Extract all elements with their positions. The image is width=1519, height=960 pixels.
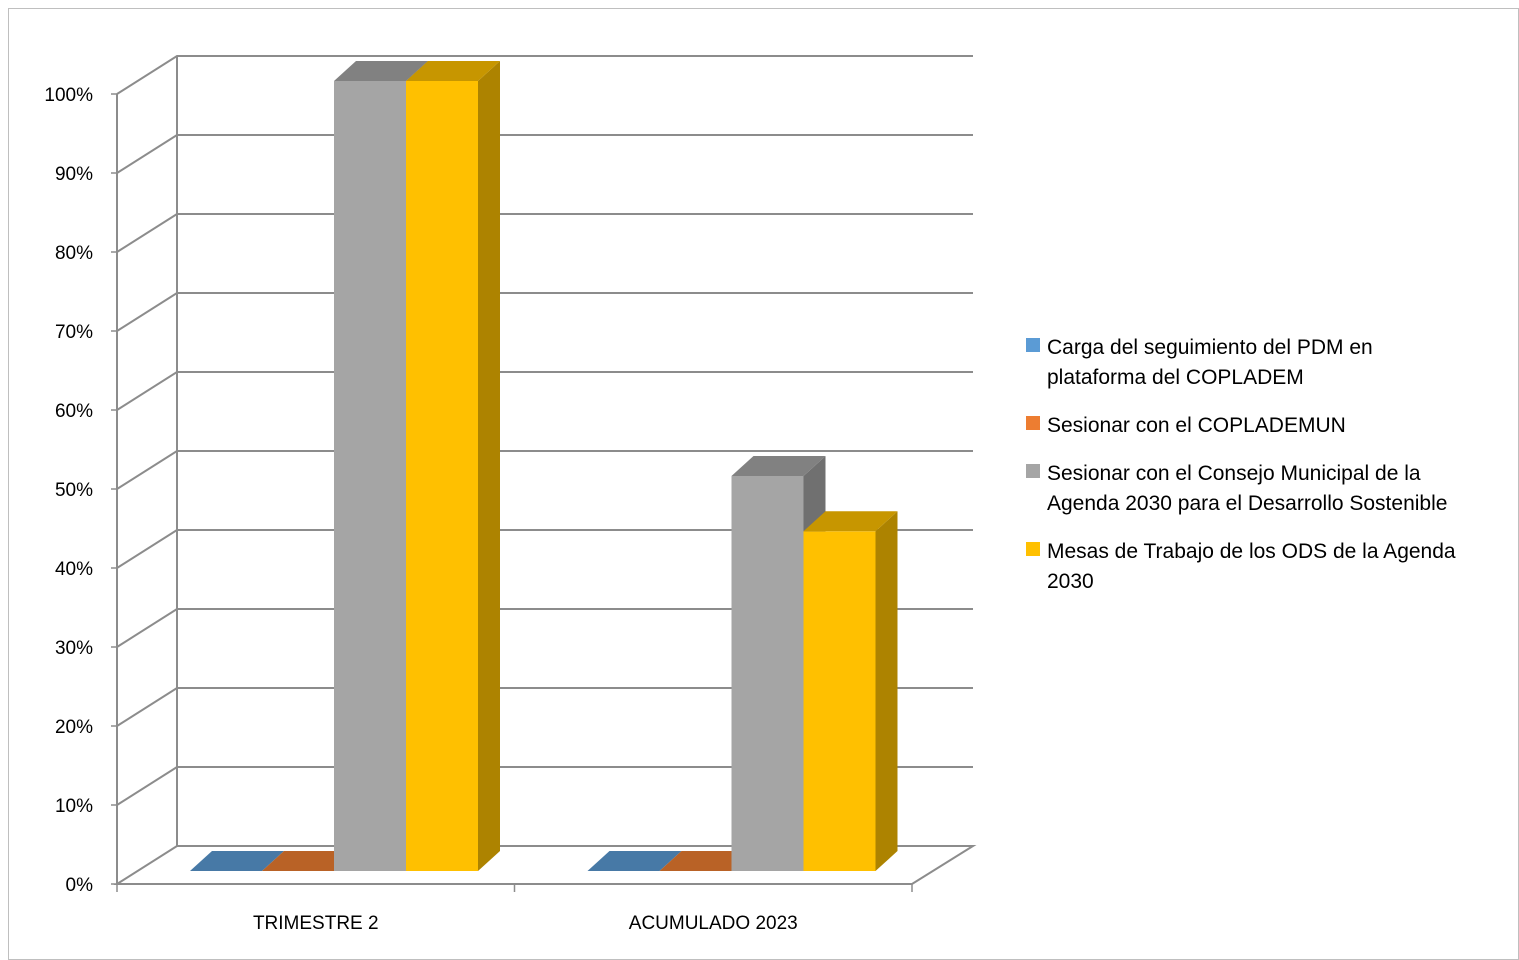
bar-top [587, 851, 682, 871]
legend-label: Carga del seguimiento del PDM en [1047, 336, 1373, 359]
gridline [116, 529, 973, 569]
bar-top [406, 61, 500, 81]
legend-label: Sesionar con el COPLADEMUN [1047, 414, 1346, 437]
gridline [116, 608, 973, 648]
y-tick-label: 40% [55, 559, 93, 580]
bar-side [875, 511, 898, 871]
gridline [116, 213, 973, 253]
legend-label: Mesas de Trabajo de los ODS de la Agenda [1047, 540, 1456, 563]
bar-front [406, 81, 478, 871]
y-tick-label: 80% [55, 243, 93, 264]
bar-top [659, 851, 754, 871]
bar [659, 851, 754, 871]
gridline [116, 371, 973, 411]
y-tick-label: 70% [55, 322, 93, 343]
y-tick-label: 20% [55, 717, 93, 738]
gridline [116, 292, 973, 332]
x-tick-label: ACUMULADO 2023 [629, 913, 798, 934]
bar-top [731, 456, 826, 476]
y-tick-label: 90% [55, 164, 93, 185]
bar-top [190, 851, 284, 871]
legend-swatch [1026, 542, 1040, 556]
legend-label: Sesionar con el Consejo Municipal de la [1047, 462, 1421, 485]
legend-label: plataforma del COPLADEM [1047, 366, 1304, 389]
legend-swatch [1026, 464, 1040, 478]
axes [111, 93, 913, 892]
bar [190, 851, 284, 871]
legend-label: 2030 [1047, 570, 1094, 593]
bar-top [262, 851, 356, 871]
bar-front [731, 476, 804, 871]
y-tick-label: 30% [55, 638, 93, 659]
legend-label: Agenda 2030 para el Desarrollo Sostenibl… [1047, 492, 1447, 515]
gridline [116, 134, 973, 174]
bar [587, 851, 682, 871]
y-tick-label: 60% [55, 401, 93, 422]
y-tick-label: 100% [44, 85, 93, 106]
floor [113, 845, 977, 885]
bar [406, 61, 500, 871]
gridline [116, 450, 973, 490]
bars [190, 61, 898, 871]
y-tick-label: 50% [55, 480, 93, 501]
bar-top [334, 61, 428, 81]
bar-front [803, 531, 876, 871]
bar [262, 851, 356, 871]
bar-side [478, 61, 500, 871]
x-tick-labels: TRIMESTRE 2 ACUMULADO 2023 [253, 913, 798, 934]
legend: Carga del seguimiento del PDM en platafor… [1026, 336, 1456, 593]
legend-swatch [1026, 338, 1040, 352]
y-tick-labels: 0% 10% 20% 30% 40% 50% 60% 70% 80% 90% 100% [44, 85, 93, 896]
y-tick-label: 10% [55, 796, 93, 817]
legend-swatch [1026, 416, 1040, 430]
gridline [116, 687, 973, 727]
gridline [116, 55, 973, 95]
x-tick-label: TRIMESTRE 2 [253, 913, 379, 934]
bar-front [334, 81, 406, 871]
bar-top [803, 511, 898, 532]
gridlines [116, 55, 973, 806]
y-tick-label: 0% [66, 875, 94, 896]
bar [803, 511, 898, 871]
gridline [116, 766, 973, 806]
